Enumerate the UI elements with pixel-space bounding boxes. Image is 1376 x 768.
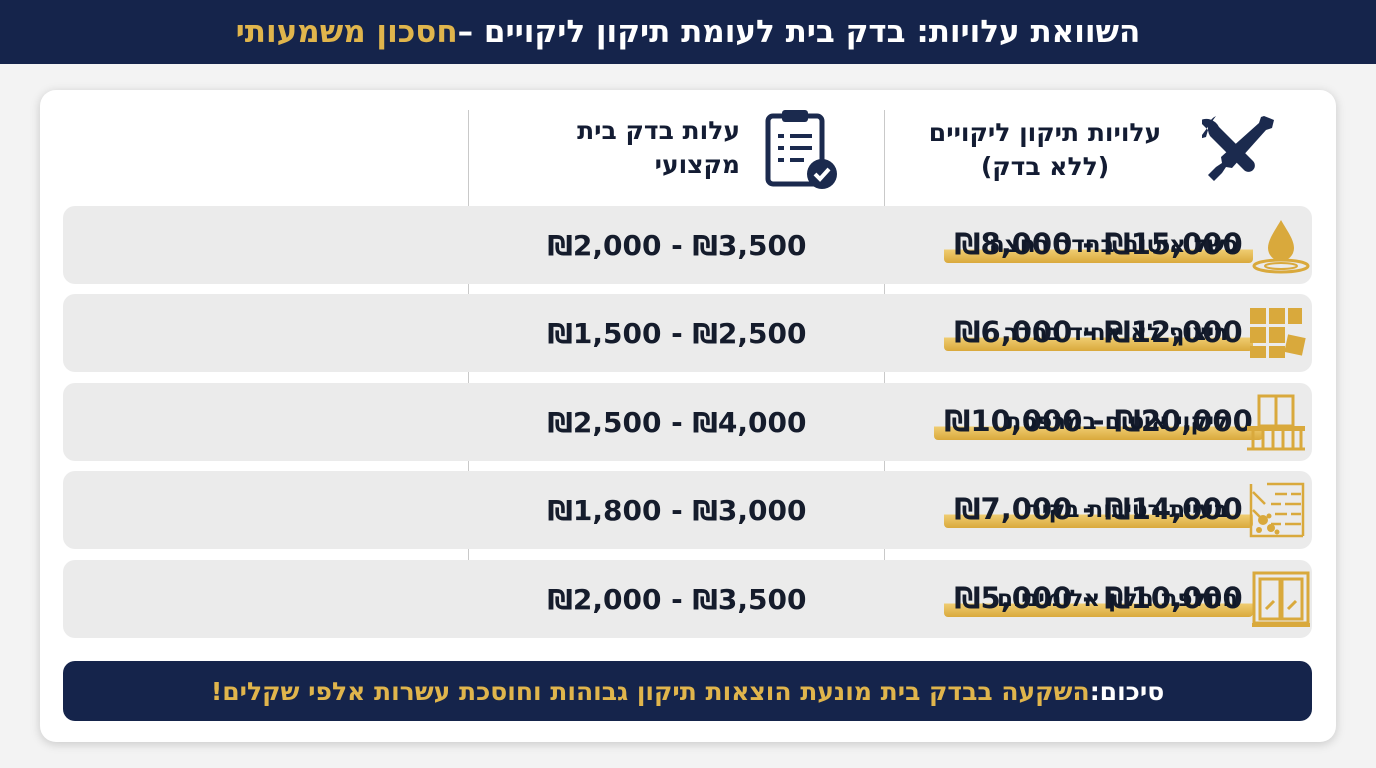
repair-cost: ₪8,000 - ₪15,000 [944, 227, 1253, 263]
inspection-header-line1: עלות בדק בית [577, 116, 740, 145]
damp-wall-icon [1240, 480, 1312, 540]
repair-column-header: עלויות תיקון ליקויים (ללא בדק) [900, 116, 1190, 184]
repair-cost-cell: ₪7,000 - ₪14,000 [885, 471, 1312, 549]
repair-cost-cell: ₪10,000 - ₪20,000 [885, 383, 1312, 461]
repair-cost-cell: ₪8,000 - ₪15,000 [885, 206, 1312, 284]
repair-cost-cell: ₪6,000 - ₪12,000 [885, 294, 1312, 372]
title-highlight: חסכון משמעותי [235, 14, 458, 50]
category-cell: בעיית רטיבות בקיר [998, 471, 1312, 549]
repair-header-line2: (ללא בדק) [980, 151, 1110, 181]
category-cell: החלפת חלון אלומיניום [997, 560, 1312, 638]
table-row: ₪8,000 - ₪15,000 ₪2,000 - ₪3,500 כשל איט… [63, 206, 1312, 284]
category-cell: כשל איטום בחדר רחצה [989, 206, 1312, 284]
repair-cost: ₪5,000 - ₪10,000 [944, 581, 1253, 617]
repair-cost: ₪10,000 - ₪20,000 [934, 404, 1263, 440]
summary-banner: סיכום: השקעה בבדק בית מונעת הוצאות תיקון… [63, 661, 1312, 721]
aluminum-window-icon [1250, 569, 1312, 629]
inspection-cost-cell: ₪1,800 - ₪3,000 [547, 493, 807, 527]
category-label: החלפת חלון אלומיניום [997, 586, 1238, 612]
table-row: ₪5,000 - ₪10,000 ₪2,000 - ₪3,500 החלפת ח… [63, 560, 1312, 638]
floor-tiles-icon [1240, 303, 1312, 363]
tools-icon [1199, 110, 1280, 188]
repair-cost: ₪7,000 - ₪14,000 [944, 492, 1253, 528]
title-main: השוואת עלויות: בדק בית לעומת תיקון ליקוי… [457, 14, 1141, 50]
summary-label: סיכום: [1089, 676, 1165, 706]
inspection-header-line2: מקצועי [654, 149, 740, 179]
category-label: כשל איטום בחדר רחצה [988, 232, 1238, 258]
table-row: ₪6,000 - ₪12,000 ₪1,500 - ₪2,500 ריצוף ל… [63, 294, 1312, 372]
inspection-cost-cell: ₪2,500 - ₪4,000 [547, 405, 807, 439]
repair-cost-cell: ₪5,000 - ₪10,000 [885, 560, 1312, 638]
repair-header-line1: עלויות תיקון ליקויים [928, 118, 1162, 147]
category-cell: ריצוף לא אחיד בחדר [998, 294, 1312, 372]
column-divider [468, 110, 469, 637]
page-title: השוואת עלויות: בדק בית לעומת תיקון ליקוי… [0, 0, 1376, 64]
category-cell: ליקוי איטום במרפסת [998, 383, 1312, 461]
repair-cost: ₪6,000 - ₪12,000 [944, 315, 1253, 351]
inspection-cost-cell: ₪2,000 - ₪3,500 [547, 582, 807, 616]
category-label: ליקוי איטום במרפסת [1005, 409, 1228, 435]
water-drop-icon [1250, 215, 1312, 275]
balcony-icon [1240, 392, 1312, 452]
table-row: ₪10,000 - ₪20,000 ₪2,500 - ₪4,000 ליקוי … [63, 383, 1312, 461]
table-row: ₪7,000 - ₪14,000 ₪1,800 - ₪3,000 בעיית ר… [63, 471, 1312, 549]
category-label: בעיית רטיבות בקיר [1027, 497, 1228, 523]
inspection-cost-cell: ₪2,000 - ₪3,500 [547, 228, 807, 262]
clipboard-checklist-icon [762, 106, 840, 190]
category-label: ריצוף לא אחיד בחדר [1004, 320, 1228, 346]
summary-text: השקעה בבדק בית מונעת הוצאות תיקון גבוהות… [210, 676, 1090, 706]
inspection-column-header: עלות בדק בית מקצועי [500, 114, 740, 182]
column-divider [884, 110, 885, 637]
inspection-cost-cell: ₪1,500 - ₪2,500 [547, 316, 807, 350]
